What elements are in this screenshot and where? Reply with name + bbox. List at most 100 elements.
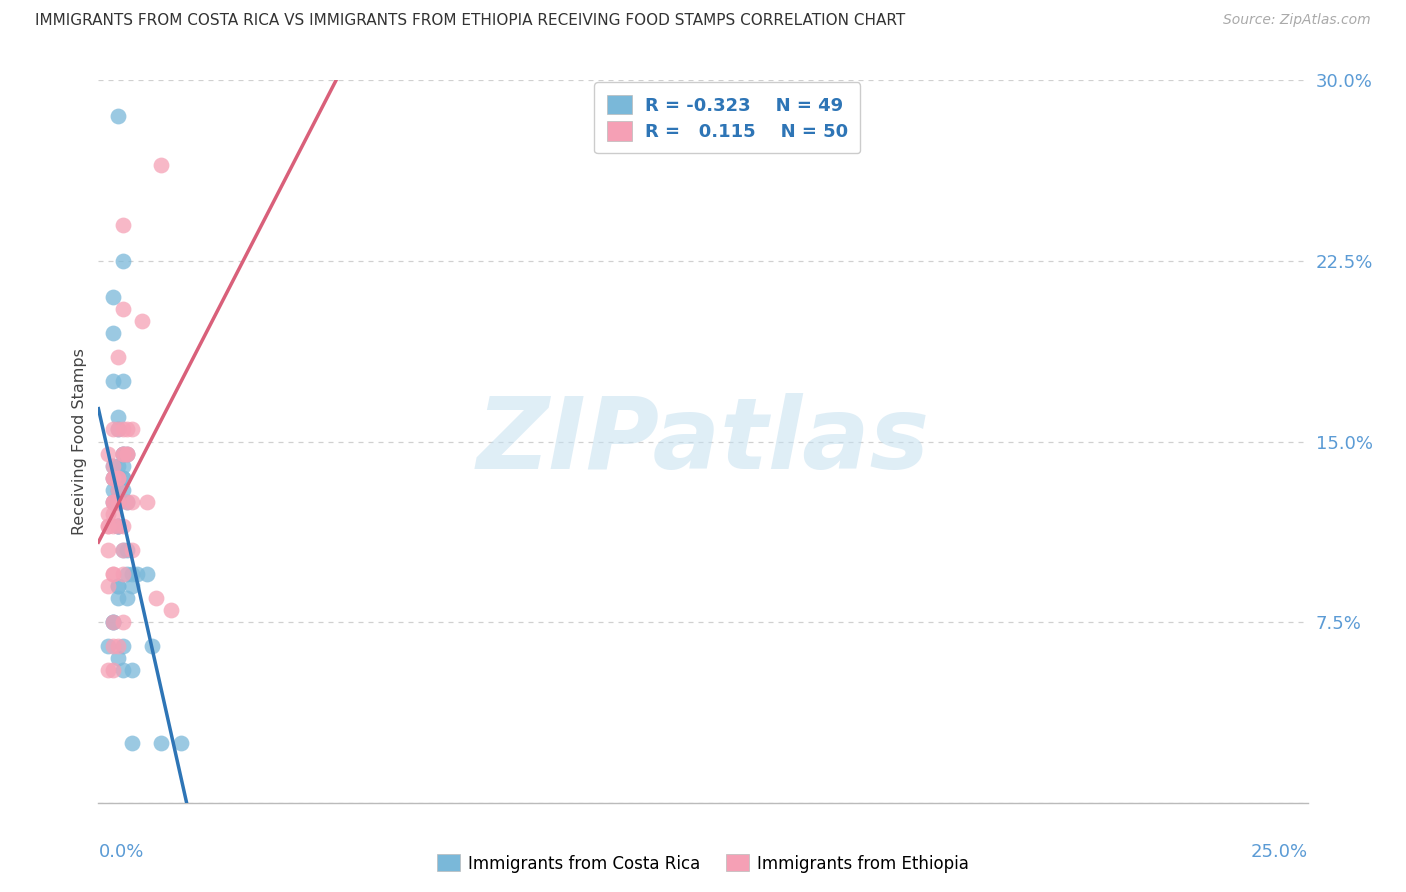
Point: [97, 446, 120, 460]
Point: [101, 494, 124, 508]
Point: [150, 157, 173, 171]
Point: [101, 374, 124, 388]
Point: [117, 446, 139, 460]
Point: [107, 470, 129, 484]
Point: [107, 483, 129, 497]
Point: [111, 483, 134, 497]
Point: [101, 518, 124, 533]
Point: [111, 664, 134, 678]
Point: [111, 446, 134, 460]
Point: [117, 446, 139, 460]
Point: [97, 542, 120, 557]
Text: 0.0%: 0.0%: [98, 843, 143, 861]
Point: [97, 579, 120, 593]
Point: [117, 446, 139, 460]
Point: [107, 410, 129, 425]
Text: ZIPatlas: ZIPatlas: [477, 393, 929, 490]
Point: [97, 507, 120, 521]
Point: [107, 518, 129, 533]
Point: [111, 518, 134, 533]
Point: [101, 470, 124, 484]
Point: [145, 591, 167, 605]
Point: [150, 735, 173, 749]
Point: [141, 639, 163, 653]
Point: [107, 470, 129, 484]
Point: [101, 567, 124, 582]
Point: [97, 518, 120, 533]
Point: [101, 483, 124, 497]
Point: [107, 518, 129, 533]
Point: [97, 664, 120, 678]
Point: [107, 639, 129, 653]
Point: [135, 494, 157, 508]
Legend: Immigrants from Costa Rica, Immigrants from Ethiopia: Immigrants from Costa Rica, Immigrants f…: [430, 847, 976, 880]
Point: [117, 591, 139, 605]
Point: [107, 109, 129, 123]
Point: [101, 470, 124, 484]
Point: [117, 422, 139, 436]
Point: [111, 567, 134, 582]
Point: [111, 253, 134, 268]
Point: [117, 542, 139, 557]
Point: [101, 470, 124, 484]
Point: [117, 494, 139, 508]
Point: [111, 542, 134, 557]
Point: [117, 567, 139, 582]
Point: [111, 458, 134, 473]
Point: [101, 458, 124, 473]
Point: [107, 651, 129, 665]
Point: [101, 507, 124, 521]
Point: [101, 290, 124, 304]
Point: [111, 374, 134, 388]
Point: [101, 615, 124, 630]
Point: [107, 591, 129, 605]
Point: [107, 458, 129, 473]
Text: IMMIGRANTS FROM COSTA RICA VS IMMIGRANTS FROM ETHIOPIA RECEIVING FOOD STAMPS COR: IMMIGRANTS FROM COSTA RICA VS IMMIGRANTS…: [35, 13, 905, 29]
Point: [111, 218, 134, 232]
Point: [111, 639, 134, 653]
Legend: R = -0.323    N = 49, R =   0.115    N = 50: R = -0.323 N = 49, R = 0.115 N = 50: [593, 82, 860, 153]
Point: [101, 664, 124, 678]
Point: [169, 735, 191, 749]
Y-axis label: Receiving Food Stamps: Receiving Food Stamps: [72, 348, 87, 535]
Point: [107, 494, 129, 508]
Point: [111, 446, 134, 460]
Point: [121, 579, 143, 593]
Point: [107, 494, 129, 508]
Point: [101, 615, 124, 630]
Point: [111, 422, 134, 436]
Point: [107, 483, 129, 497]
Text: 25.0%: 25.0%: [1250, 843, 1308, 861]
Point: [117, 494, 139, 508]
Text: Source: ZipAtlas.com: Source: ZipAtlas.com: [1223, 13, 1371, 28]
Point: [121, 422, 143, 436]
Point: [101, 494, 124, 508]
Point: [107, 350, 129, 364]
Point: [111, 470, 134, 484]
Point: [97, 518, 120, 533]
Point: [111, 446, 134, 460]
Point: [107, 422, 129, 436]
Point: [121, 735, 143, 749]
Point: [107, 518, 129, 533]
Point: [107, 422, 129, 436]
Point: [135, 567, 157, 582]
Point: [131, 314, 153, 328]
Point: [97, 639, 120, 653]
Point: [121, 542, 143, 557]
Point: [121, 664, 143, 678]
Point: [111, 470, 134, 484]
Point: [121, 567, 143, 582]
Point: [121, 494, 143, 508]
Point: [107, 494, 129, 508]
Point: [107, 470, 129, 484]
Point: [101, 639, 124, 653]
Point: [111, 542, 134, 557]
Point: [107, 579, 129, 593]
Point: [107, 518, 129, 533]
Point: [111, 301, 134, 317]
Point: [111, 615, 134, 630]
Point: [160, 603, 183, 617]
Point: [107, 470, 129, 484]
Point: [101, 422, 124, 436]
